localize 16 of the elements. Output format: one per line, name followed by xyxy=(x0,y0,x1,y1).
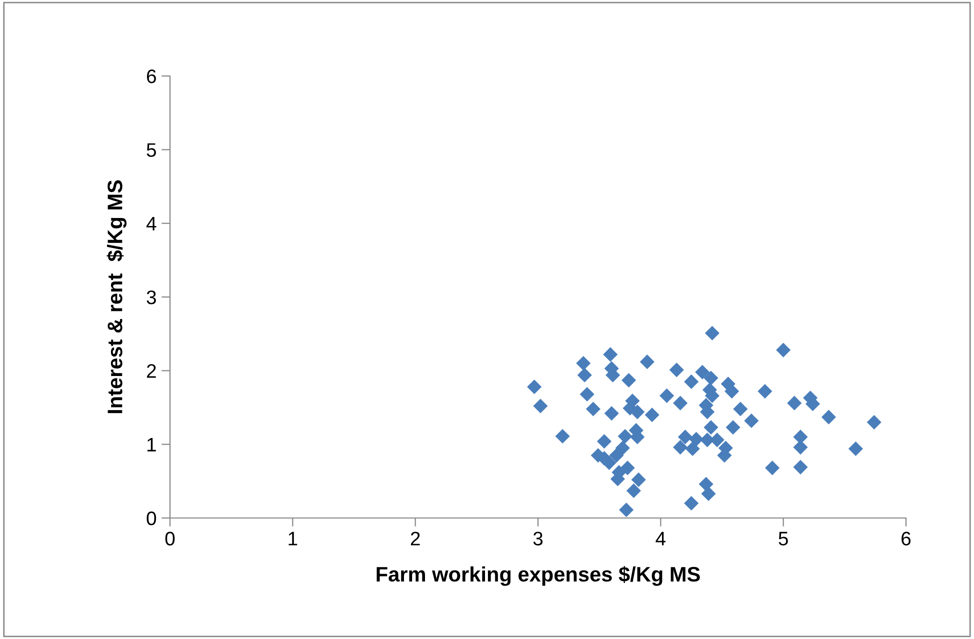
x-tick-label: 3 xyxy=(533,532,543,546)
x-tick-label: 0 xyxy=(165,532,175,546)
y-tick-label: 5 xyxy=(146,143,156,157)
y-axis-title: Interest & rent $/Kg MS xyxy=(106,180,127,414)
x-tick-label: 6 xyxy=(902,532,911,546)
y-tick-label: 6 xyxy=(146,69,156,84)
y-tick-label: 3 xyxy=(146,290,156,304)
y-tick-label: 2 xyxy=(146,364,156,378)
y-tick-label: 0 xyxy=(146,511,156,526)
y-tick-label: 1 xyxy=(147,438,156,452)
x-axis-title: Farm working expenses $/Kg MS xyxy=(376,566,700,586)
x-tick-label: 2 xyxy=(410,532,420,546)
x-tick-label: 5 xyxy=(778,532,788,546)
x-tick-label: 4 xyxy=(656,532,666,546)
x-tick-label: 1 xyxy=(288,532,298,546)
y-tick-label: 4 xyxy=(146,217,156,230)
